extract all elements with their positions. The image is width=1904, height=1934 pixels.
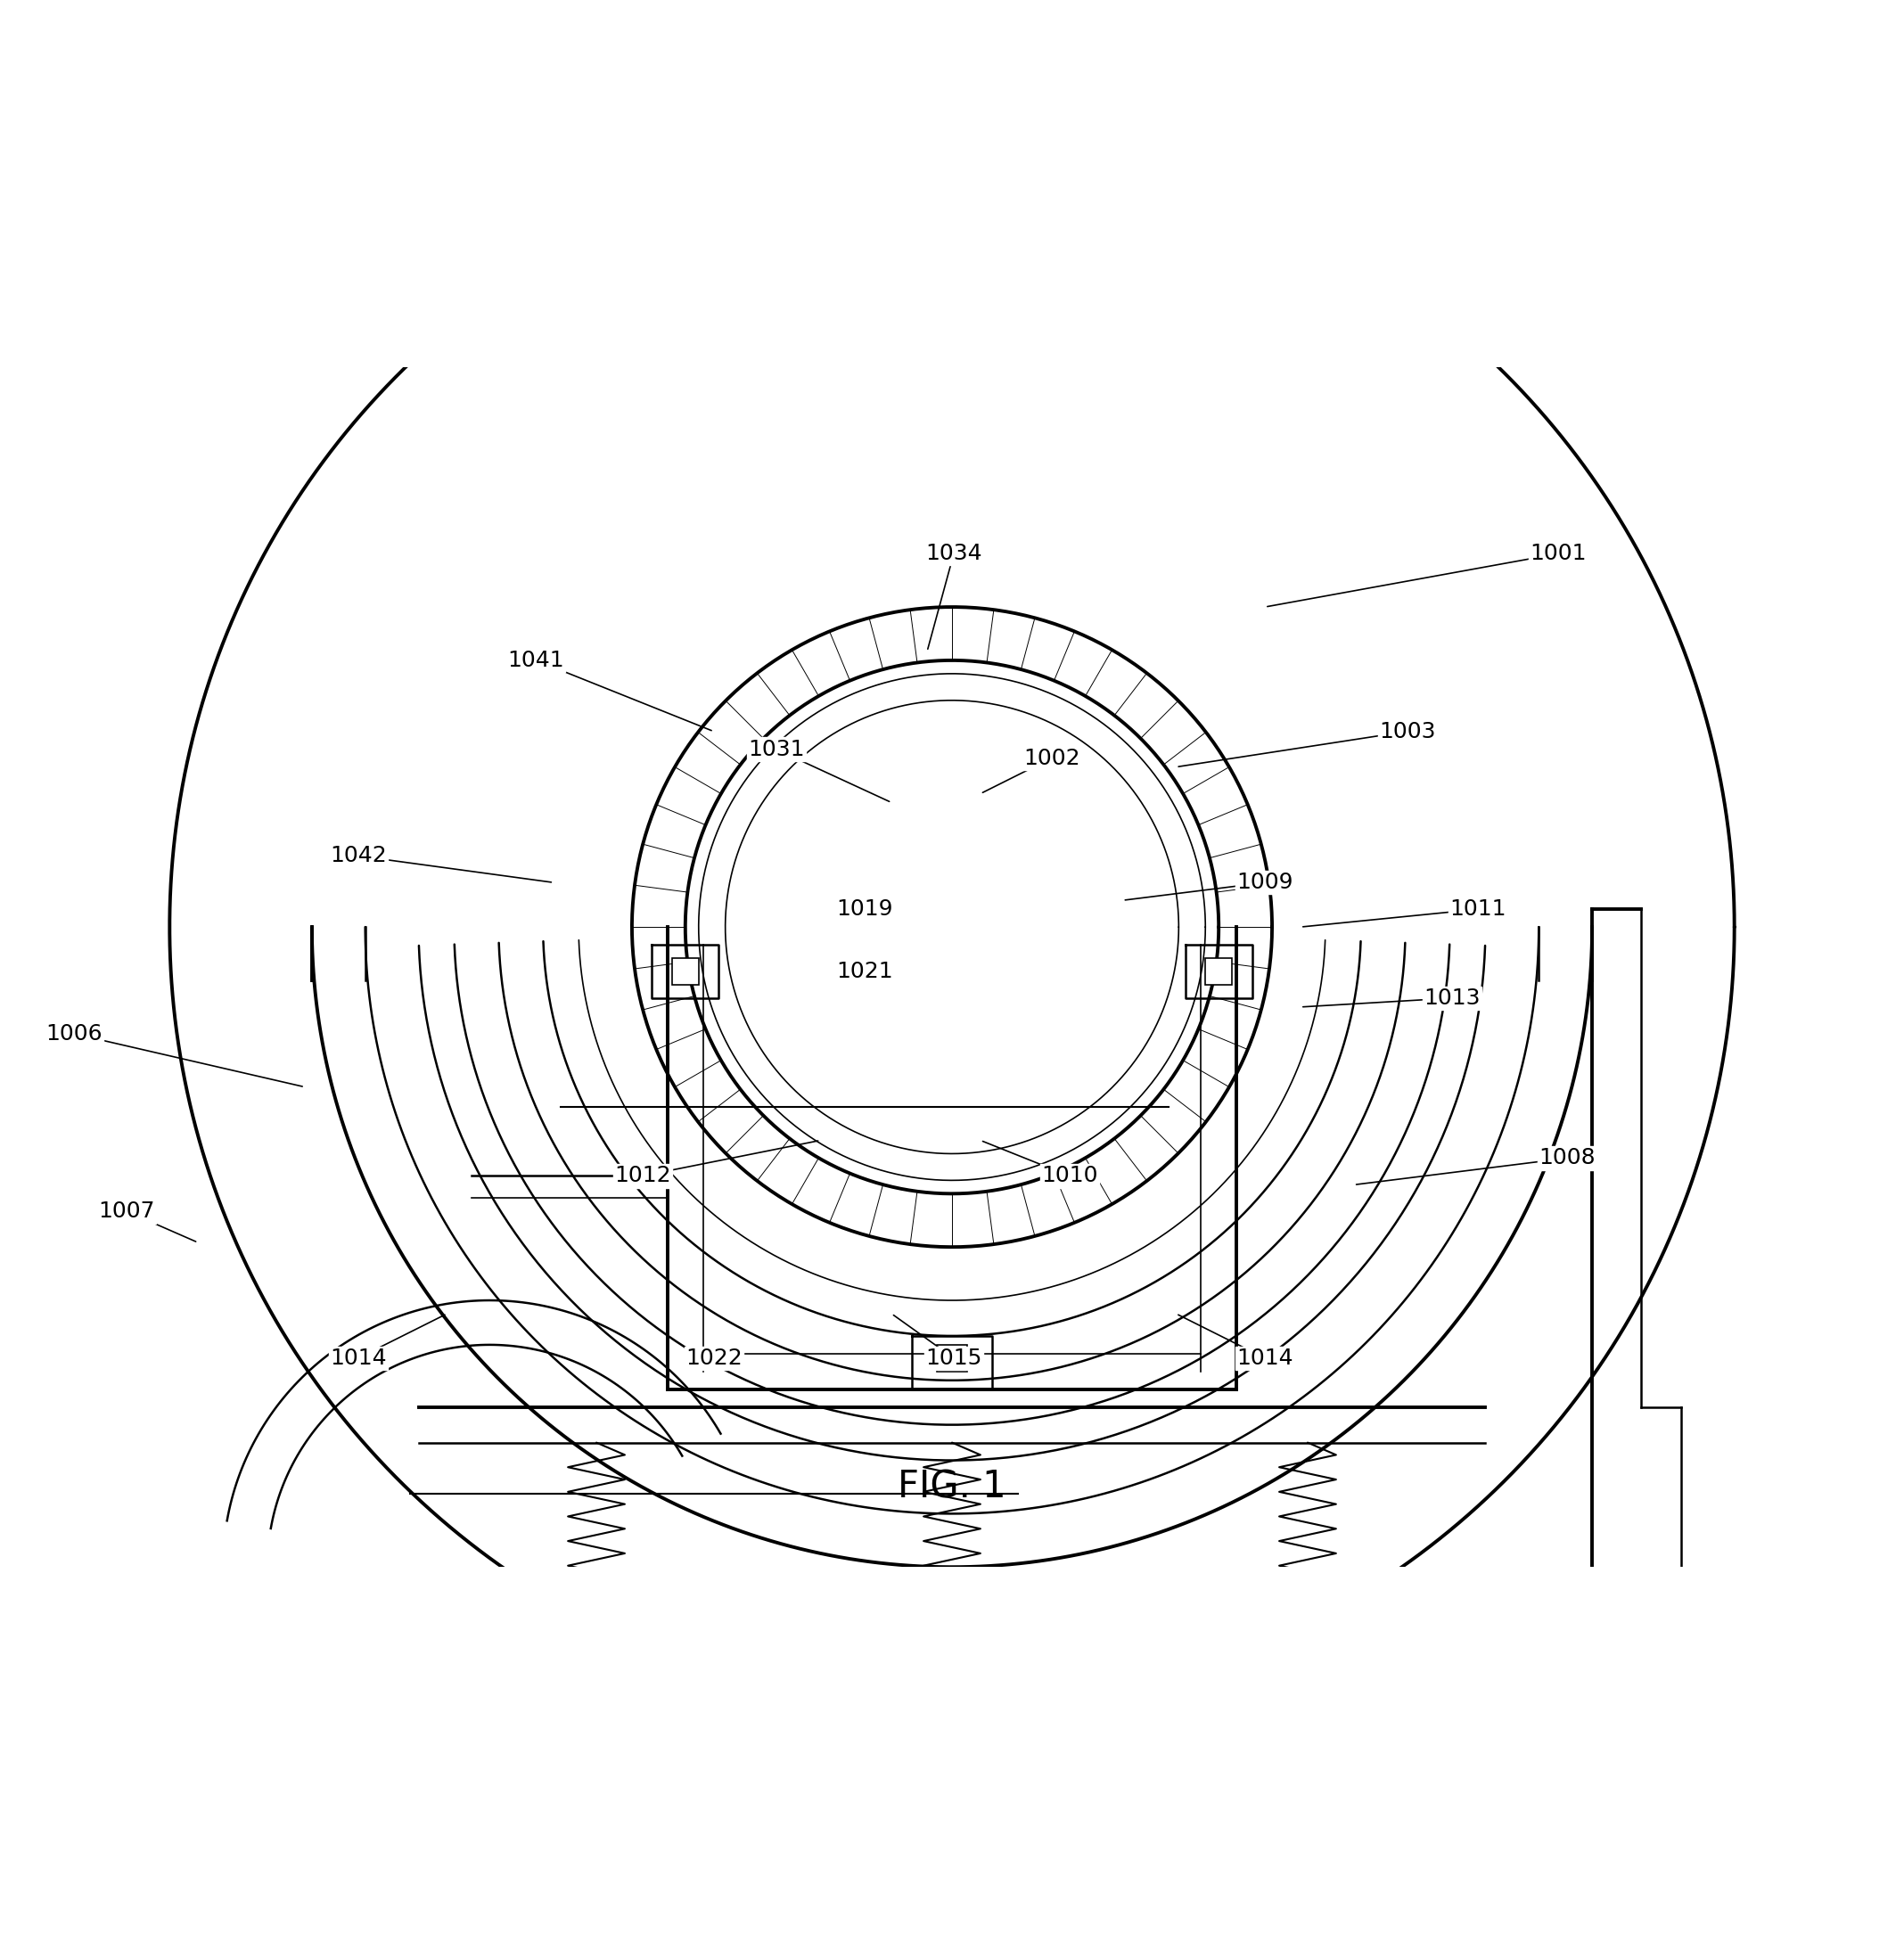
- Text: 1011: 1011: [1451, 899, 1506, 921]
- Text: 1008: 1008: [1538, 1147, 1596, 1168]
- Polygon shape: [1205, 957, 1232, 984]
- Text: 1003: 1003: [1378, 721, 1436, 743]
- Text: 1010: 1010: [1041, 1164, 1099, 1187]
- Text: 1009: 1009: [1238, 872, 1293, 894]
- Text: 1021: 1021: [836, 961, 893, 982]
- Text: FIG. 1: FIG. 1: [899, 1468, 1005, 1507]
- Text: 1012: 1012: [615, 1164, 670, 1187]
- Text: 1034: 1034: [925, 543, 982, 565]
- Text: 1014: 1014: [329, 1348, 387, 1369]
- Text: 1001: 1001: [1531, 543, 1586, 565]
- Text: 1042: 1042: [329, 845, 387, 866]
- Text: 1015: 1015: [925, 1348, 982, 1369]
- Text: 1014: 1014: [1236, 1348, 1293, 1369]
- Text: 1031: 1031: [748, 739, 803, 760]
- Text: 1002: 1002: [1022, 747, 1080, 770]
- Polygon shape: [937, 1344, 967, 1371]
- Text: 1013: 1013: [1424, 988, 1479, 1010]
- Polygon shape: [162, 1572, 305, 1634]
- Text: 1022: 1022: [685, 1348, 743, 1369]
- Text: 1006: 1006: [46, 1023, 103, 1044]
- Polygon shape: [672, 957, 699, 984]
- Text: 1041: 1041: [508, 650, 564, 671]
- Text: 1007: 1007: [99, 1201, 156, 1222]
- Text: 1019: 1019: [836, 899, 893, 921]
